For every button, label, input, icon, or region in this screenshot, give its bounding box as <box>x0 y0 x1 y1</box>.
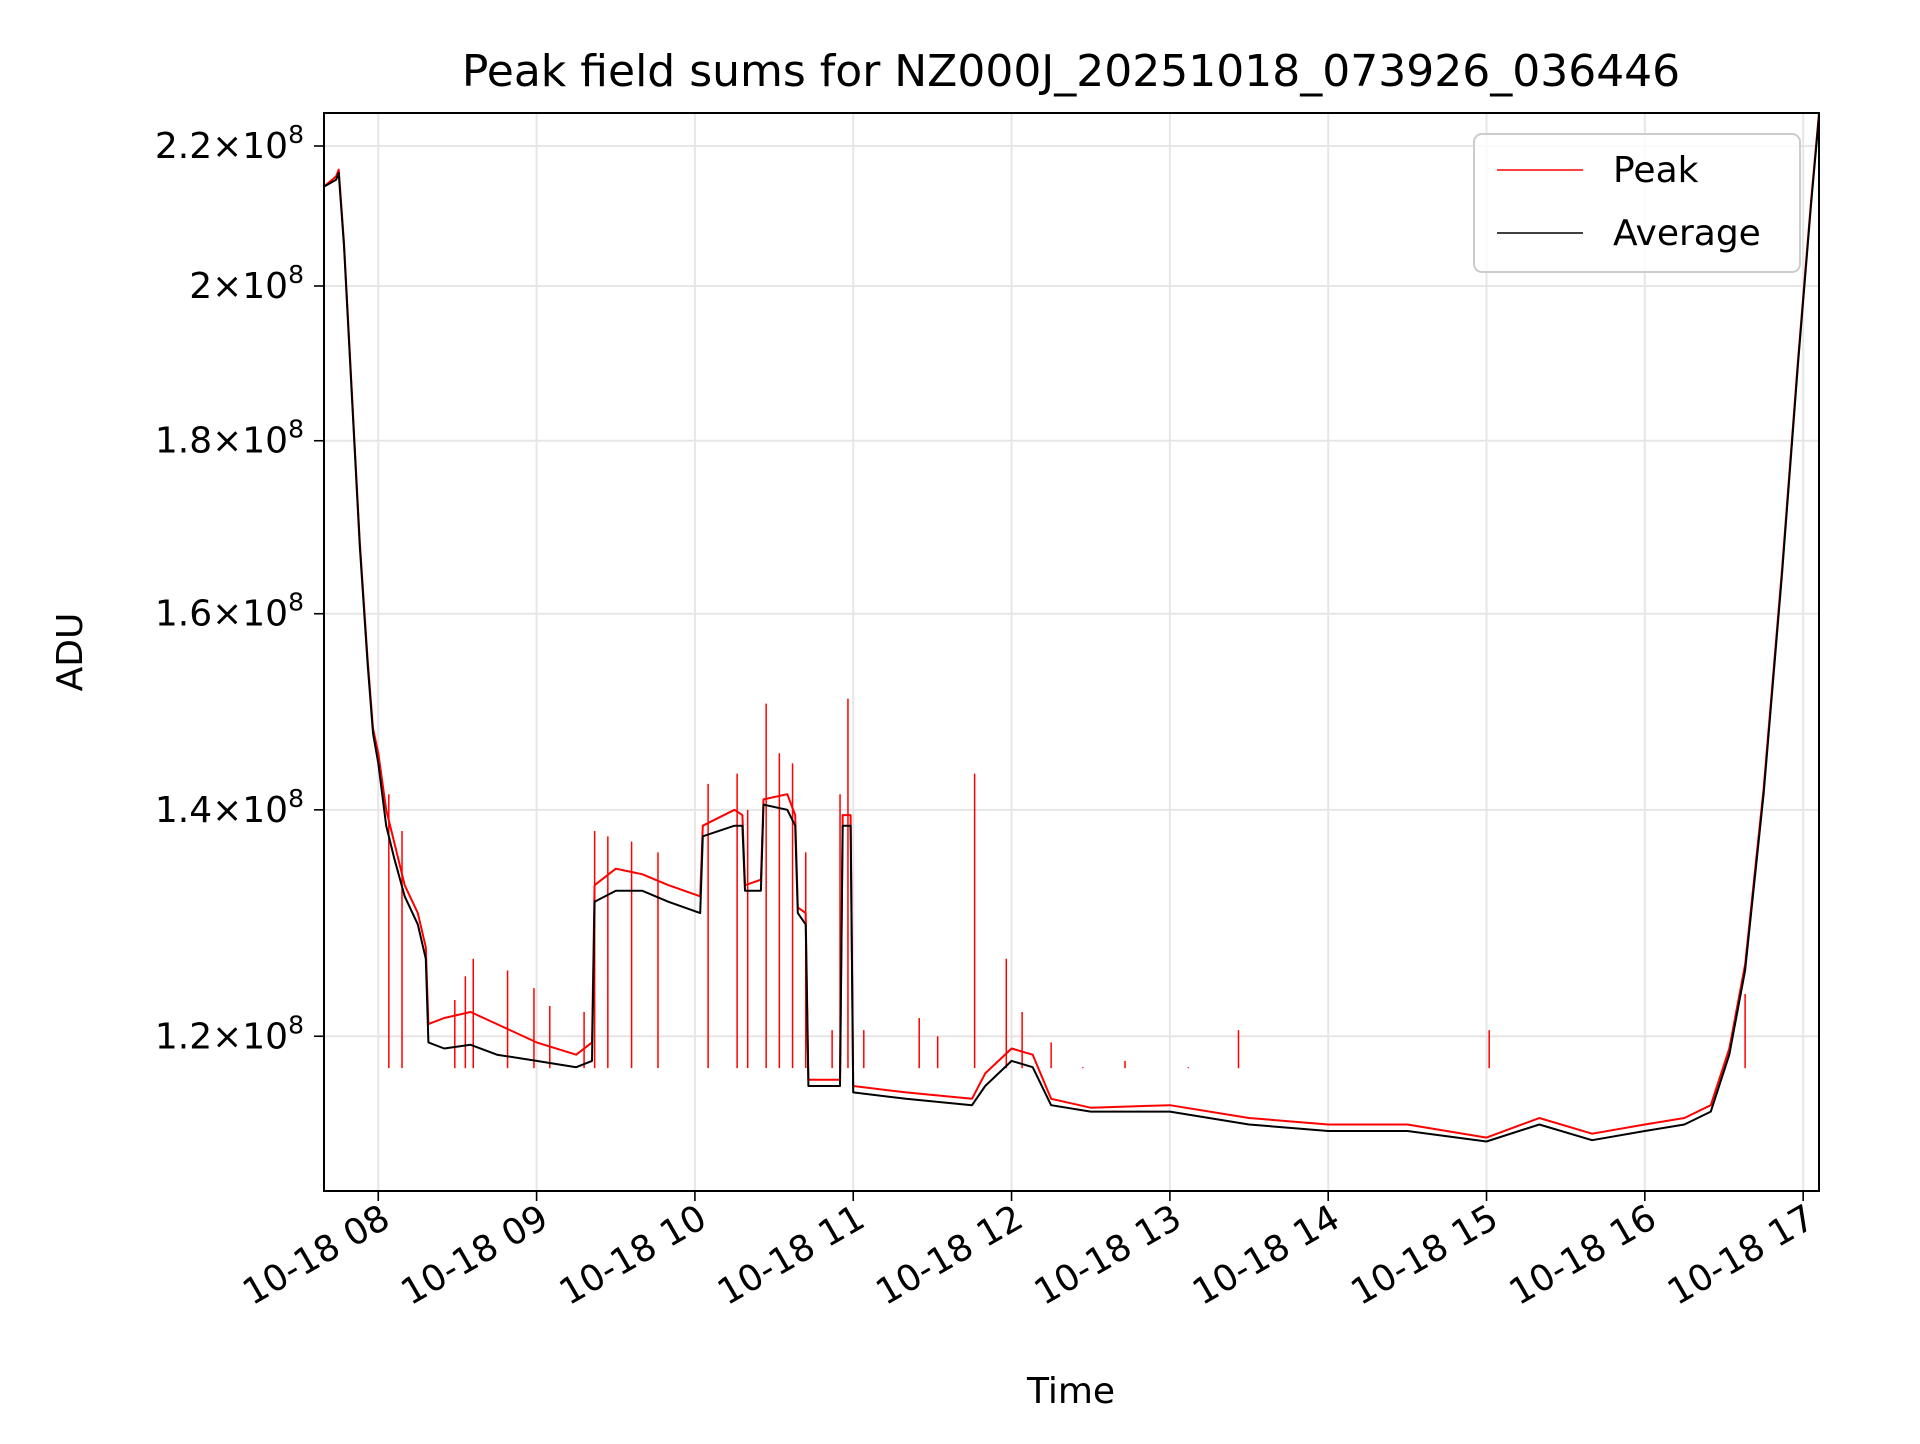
legend-label-average: Average <box>1613 213 1761 254</box>
plot-frame <box>323 112 1820 1192</box>
grid <box>324 113 1819 1191</box>
series-line-peak <box>324 113 1819 1139</box>
legend-label-peak: Peak <box>1613 150 1699 191</box>
y-tick-label: 1.8×108 <box>155 415 304 462</box>
y-tick-label: 1.4×108 <box>155 784 304 831</box>
chart-title: Peak field sums for NZ000J_20251018_0739… <box>462 46 1680 97</box>
x-axis-label: Time <box>1026 1371 1115 1412</box>
y-tick-label: 2.2×108 <box>155 120 304 167</box>
legend: Peak Average <box>1473 133 1801 273</box>
y-axis-label: ADU <box>50 613 91 692</box>
series-layer <box>324 113 1819 1143</box>
y-tick-label: 1.6×108 <box>155 588 304 635</box>
y-tick-label: 1.2×108 <box>155 1010 304 1057</box>
y-tick-label: 2×108 <box>189 260 304 307</box>
y-axis: 1.2×108 1.4×108 1.6×108 1.8×108 2×108 2.2×108 <box>155 120 324 1057</box>
legend-box <box>1473 133 1801 273</box>
series-line-average <box>324 116 1819 1143</box>
